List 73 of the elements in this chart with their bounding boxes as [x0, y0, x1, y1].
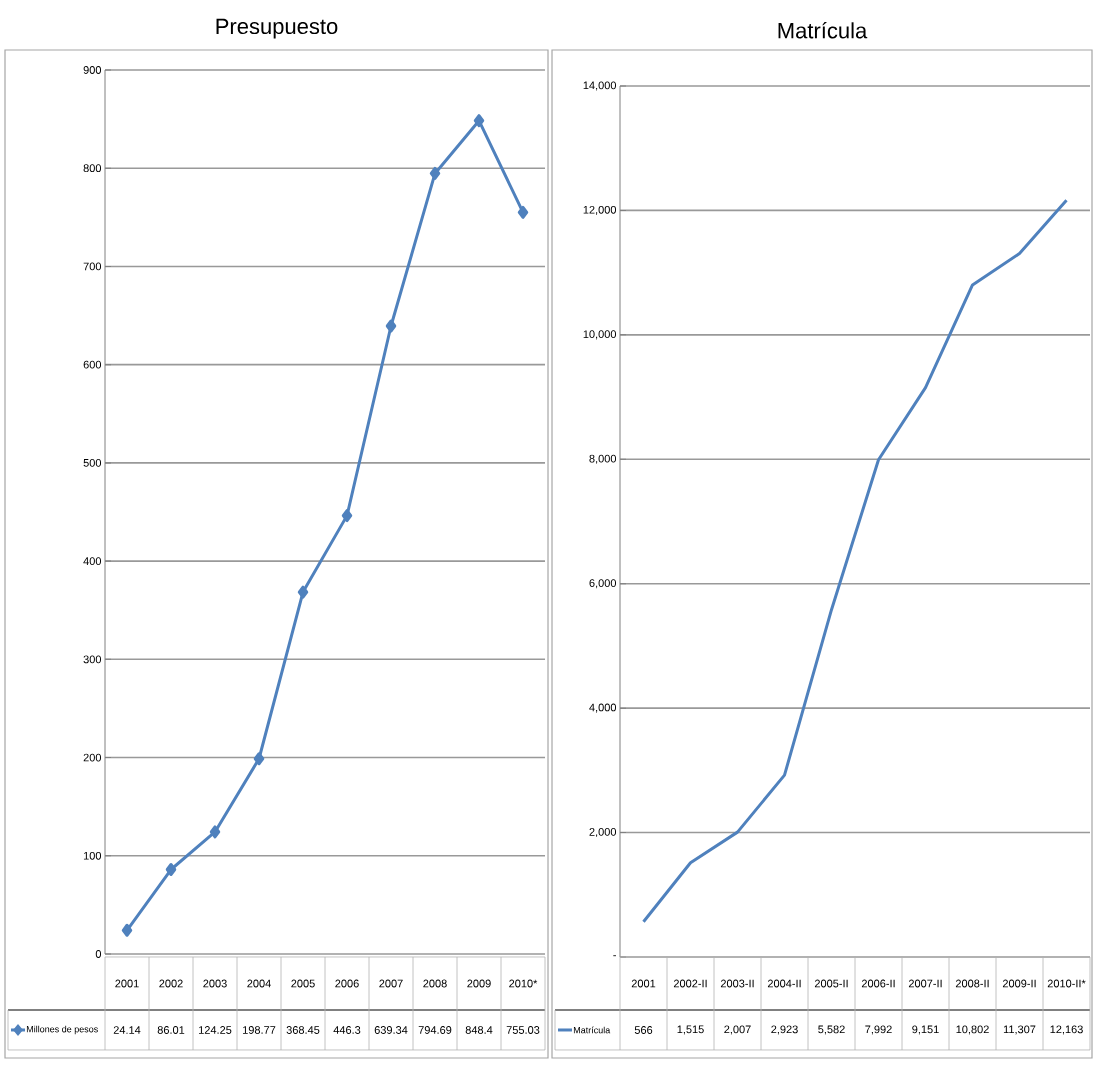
- y-tick-label: 8,000: [589, 454, 617, 464]
- legend-label: Matrícula: [573, 1026, 611, 1034]
- y-tick-label: 0: [95, 950, 102, 958]
- y-tick-label: 900: [83, 66, 102, 74]
- point: [385, 319, 397, 333]
- point: [517, 205, 529, 219]
- point: [165, 863, 177, 877]
- y-tick-label: 14,000: [583, 81, 617, 91]
- point: [297, 585, 309, 599]
- data-label: 24.14: [113, 1026, 141, 1034]
- x-tick-label: 2003-II: [720, 979, 754, 988]
- x-tick-label: 2008-II: [955, 979, 989, 988]
- y-tick-label: 500: [83, 459, 102, 467]
- y-tick-label: 800: [83, 164, 102, 173]
- x-tick-label: 2007: [379, 979, 403, 988]
- y-tick-label: 100: [83, 851, 102, 860]
- data-label: 5,582: [818, 1025, 845, 1035]
- x-tick-label: 2004: [247, 979, 271, 988]
- y-tick-label: 700: [83, 262, 102, 271]
- x-tick-label: 2009-II: [1002, 979, 1036, 988]
- x-tick-label: 2010*: [509, 979, 538, 988]
- y-tick-label: 10,000: [583, 330, 617, 340]
- y-tick-label: 400: [83, 557, 102, 565]
- data-label: 848.4: [465, 1026, 493, 1034]
- data-label: 446.3: [333, 1026, 361, 1034]
- x-tick-label: 2010-II*: [1047, 979, 1086, 988]
- x-tick-label: 2006: [335, 979, 359, 988]
- legend-label: Millones de pesos: [26, 1025, 98, 1035]
- data-label: 2,923: [771, 1025, 798, 1035]
- chart-title: Matrícula: [778, 22, 868, 39]
- y-tick-label: 6,000: [589, 579, 617, 589]
- x-tick-label: 2009: [467, 979, 491, 988]
- y-tick-label: 4,000: [589, 703, 617, 713]
- data-label: 755.03: [506, 1026, 540, 1034]
- data-label: 9,151: [912, 1025, 939, 1035]
- chart-title: Presupuesto: [216, 18, 338, 39]
- x-tick-label: 2006-II: [861, 979, 895, 988]
- x-tick-label: 2005: [291, 979, 315, 988]
- data-label: 566: [634, 1026, 653, 1034]
- data-label: 7,992: [865, 1025, 892, 1035]
- data-label: 794.69: [418, 1026, 452, 1034]
- data-label: 11,307: [1003, 1025, 1036, 1035]
- point: [341, 509, 353, 523]
- x-tick-label: 2002: [159, 979, 183, 988]
- data-label: 10,802: [956, 1025, 989, 1035]
- data-label: 124.25: [199, 1026, 232, 1034]
- point: [429, 166, 441, 180]
- x-tick-label: 2001: [631, 979, 656, 988]
- point: [253, 752, 265, 766]
- x-tick-label: 2003: [203, 979, 227, 988]
- x-tick-label: 2002-II: [673, 979, 707, 988]
- point: [121, 923, 133, 937]
- point: [473, 114, 485, 128]
- y-tick-label: 200: [83, 753, 102, 762]
- y-tick-label: -: [613, 955, 616, 957]
- data-label: 639.34: [374, 1026, 408, 1034]
- y-tick-label: 300: [83, 655, 102, 664]
- y-tick-label: 2,000: [589, 828, 617, 838]
- line-series: [642, 198, 1069, 924]
- x-tick-label: 2007-II: [908, 979, 942, 988]
- x-tick-label: 2008: [423, 979, 447, 988]
- y-tick-label: 12,000: [583, 205, 617, 215]
- x-tick-label: 2004-II: [767, 979, 801, 988]
- x-tick-label: 2001: [115, 979, 139, 988]
- data-label: 1,515: [677, 1025, 704, 1035]
- point: [209, 825, 221, 839]
- data-label: 368.45: [286, 1026, 320, 1034]
- data-label: 198.77: [243, 1026, 276, 1034]
- data-label: 86.01: [157, 1026, 185, 1034]
- data-label: 2,007: [724, 1025, 751, 1035]
- y-tick-label: 600: [83, 360, 102, 369]
- x-tick-label: 2005-II: [814, 979, 848, 988]
- data-label: 12,163: [1050, 1025, 1083, 1035]
